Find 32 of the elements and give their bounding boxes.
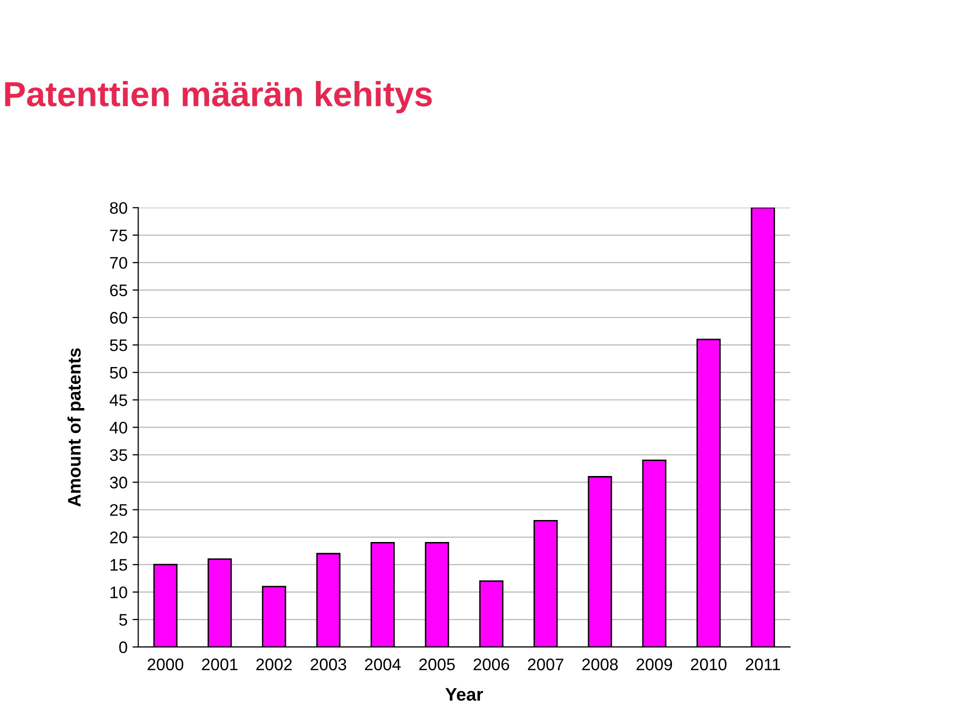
x-tick-label: 2010 [690,658,726,670]
x-tick-label: 2008 [582,658,618,670]
y-tick-label: 50 [110,366,128,379]
y-tick-label: 25 [110,504,128,516]
y-tick-label: 70 [110,256,128,269]
x-tick-label: 2003 [310,658,346,670]
y-tick-label: 30 [110,476,128,488]
y-tick-label: 0 [119,641,128,654]
x-tick-label: 2006 [474,658,510,670]
y-tick-label: 40 [110,422,128,434]
y-axis-title: Amount of patents [67,348,84,507]
x-tick-label: 2000 [148,658,184,670]
y-tick-label: 45 [110,394,128,406]
y-tick-label: 35 [110,449,128,461]
y-tick-label: 55 [110,340,128,352]
y-tick-label: 20 [110,532,128,544]
x-tick-label: 2007 [528,658,564,670]
chart-title: Patenttien määrän kehitys [5,80,432,114]
y-tick-label: 10 [110,586,128,598]
x-tick-label: 2004 [364,658,401,670]
x-axis-title: Year [445,688,483,701]
y-tick-label: 5 [119,614,128,626]
y-tick-label: 65 [110,284,128,296]
y-tick-label: 15 [110,559,128,571]
x-tick-label: 2005 [419,658,455,670]
x-tick-label: 2002 [256,658,292,670]
x-tick-label: 2001 [202,658,238,670]
y-tick-label: 75 [110,230,128,242]
y-tick-label: 80 [110,202,128,214]
y-tick-label: 60 [110,312,128,324]
x-tick-label: 2009 [636,658,672,670]
x-tick-label: 2011 [746,658,780,670]
